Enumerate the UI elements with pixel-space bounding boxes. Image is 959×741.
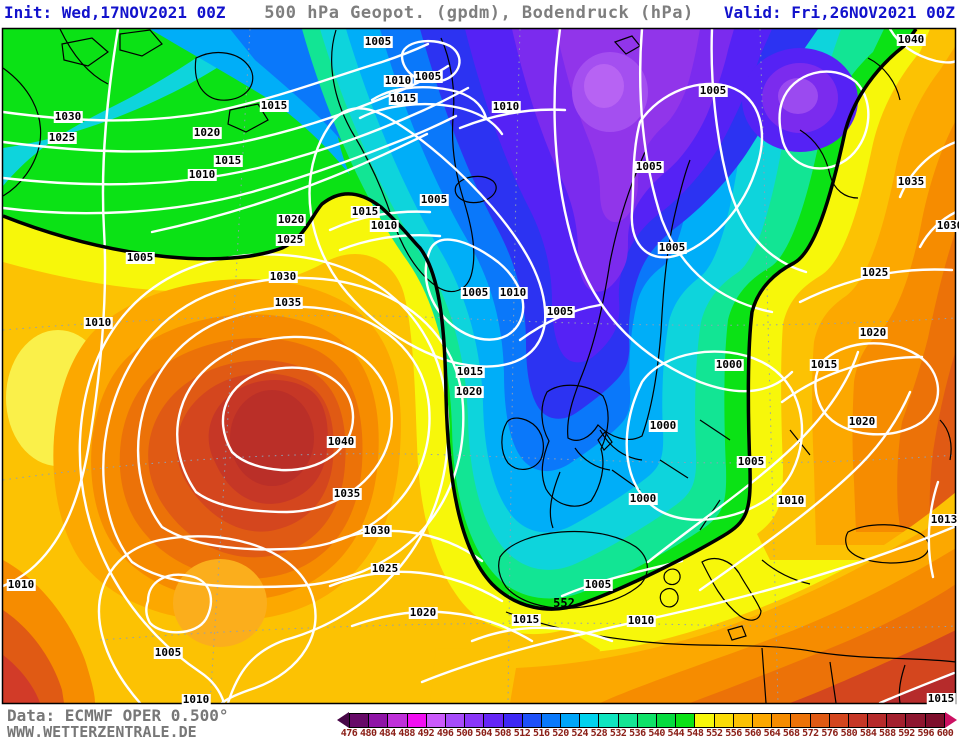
- colorbar-box: [868, 713, 888, 727]
- colorbar-box: [733, 713, 753, 727]
- colorbar-tick: 504: [475, 728, 492, 739]
- colorbar-box: [752, 713, 773, 727]
- graticule: [2, 28, 956, 704]
- colorbar-box: [561, 713, 581, 727]
- colorbar-box: [580, 713, 600, 727]
- colorbar-arrow-left-icon: [337, 712, 349, 728]
- colorbar-tick: 536: [629, 728, 646, 739]
- colorbar-box: [465, 713, 485, 727]
- coastlines: [2, 28, 956, 704]
- colorbar-tick: 512: [513, 728, 531, 739]
- colorbar-tick: 560: [744, 728, 762, 739]
- colorbar-box: [772, 713, 792, 727]
- colorbar-tick: 548: [686, 728, 704, 739]
- colorbar-tick: 580: [840, 728, 858, 739]
- colorbar-box: [618, 713, 638, 727]
- colorbar-box: [522, 713, 542, 727]
- colorbar-box: [829, 713, 849, 727]
- colorbar-box: [484, 713, 504, 727]
- colorbar-box: [848, 713, 869, 727]
- colorbar-tick: 556: [725, 728, 742, 739]
- colorbar-box: [599, 713, 619, 727]
- colorbar-box: [503, 713, 523, 727]
- colorbar-tick: 568: [782, 728, 800, 739]
- colorbar-tick: 520: [552, 728, 569, 739]
- colorbar-box: [350, 713, 370, 727]
- colorbar-box: [388, 713, 408, 727]
- colorbar-arrow-right-icon: [945, 712, 957, 728]
- colorbar-box: [810, 713, 830, 727]
- colorbar-boxes: [349, 712, 945, 728]
- chart-title: 500 hPa Geopot. (gpdm), Bodendruck (hPa): [264, 3, 694, 23]
- contour-552: [2, 28, 918, 611]
- colorbar-tick: 572: [802, 728, 819, 739]
- colorbar-tick: 508: [494, 728, 512, 739]
- colorbar-tick: 492: [417, 728, 435, 739]
- colorbar-tick: 584: [859, 728, 877, 739]
- colorbar-tick: 516: [532, 728, 550, 739]
- colorbar-tick: 476: [340, 728, 358, 739]
- colorbar-box: [887, 713, 907, 727]
- colorbar-box: [676, 713, 696, 727]
- data-source-label: Data: ECMWF OPER 0.500°: [7, 706, 229, 725]
- colorbar-tick: 592: [898, 728, 915, 739]
- colorbar-tick: 496: [436, 728, 454, 739]
- colorbar-box: [637, 713, 657, 727]
- isobars: [2, 28, 956, 704]
- colorbar-box: [695, 713, 715, 727]
- colorbar-tick: 484: [379, 728, 396, 739]
- colorbar-box: [407, 713, 427, 727]
- colorbar-tick: 544: [667, 728, 685, 739]
- geopotential-colorbar: 476 480 484 488 492 496 500 504 508 512 516 520 524 5…: [337, 712, 959, 740]
- colorbar-tick: 600: [936, 728, 954, 739]
- colorbar-tick: 588: [879, 728, 896, 739]
- valid-time-label: Valid: Fri,26NOV2021 00Z: [723, 3, 955, 22]
- map-field: [2, 28, 956, 704]
- website-label: WWW.WETTERZENTRALE.DE: [7, 723, 197, 741]
- colorbar-box: [791, 713, 811, 727]
- colorbar-box: [925, 713, 944, 727]
- colorbar-tick: 528: [590, 728, 608, 739]
- colorbar-box: [541, 713, 562, 727]
- colorbar-tick: 596: [917, 728, 935, 739]
- colorbar-tick: 576: [821, 728, 838, 739]
- colorbar-box: [369, 713, 389, 727]
- colorbar-box: [906, 713, 926, 727]
- colorbar-box: [657, 713, 677, 727]
- colorbar-tick: 552: [706, 728, 723, 739]
- colorbar-ticks: 476 480 484 488 492 496 500 504 508 512 516 520 524 5…: [341, 728, 954, 740]
- colorbar-tick: 480: [359, 728, 377, 739]
- colorbar-tick: 540: [648, 728, 665, 739]
- colorbar-tick: 488: [398, 728, 415, 739]
- colorbar-tick: 500: [456, 728, 473, 739]
- colorbar-tick: 532: [609, 728, 627, 739]
- colorbar-box: [445, 713, 466, 727]
- colorbar-tick: 524: [571, 728, 588, 739]
- init-time-label: Init: Wed,17NOV2021 00Z: [4, 3, 226, 22]
- colorbar-box: [426, 713, 446, 727]
- map-border: [1, 27, 957, 705]
- colorbar-box: [714, 713, 734, 727]
- colorbar-tick: 564: [763, 728, 781, 739]
